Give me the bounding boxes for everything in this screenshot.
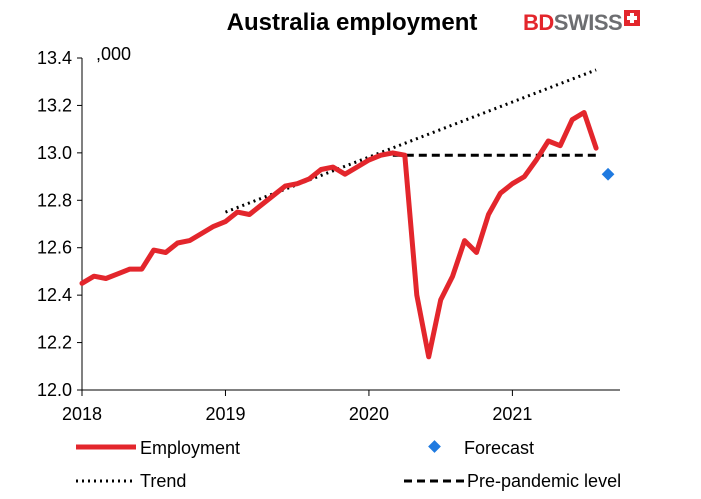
trend-line — [224, 68, 597, 214]
chart-title: Australia employment — [227, 9, 478, 36]
swiss-cross-icon — [624, 10, 641, 26]
x-tick-label: 2020 — [349, 404, 389, 424]
legend: Employment Forecast Trend Pre-pandemic l… — [76, 438, 621, 491]
y-tick-label: 12.2 — [37, 333, 72, 353]
bdswiss-logo: BD SWISS — [523, 8, 641, 38]
logo-text-swiss: SWISS — [553, 10, 623, 35]
y-tick-label: 12.6 — [37, 238, 72, 258]
unit-label: ,000 — [96, 44, 131, 64]
axes: 12.0 12.2 12.4 12.6 12.8 13.0 13.2 13.4 2018 2019… — [37, 48, 620, 424]
y-tick-label: 12.0 — [37, 380, 72, 400]
legend-trend-label: Trend — [140, 471, 186, 491]
legend-employment-label: Employment — [140, 438, 240, 458]
legend-prepandemic-label: Pre-pandemic level — [467, 471, 621, 491]
legend-forecast-label: Forecast — [464, 438, 534, 458]
y-tick-label: 12.8 — [37, 190, 72, 210]
legend-forecast-marker — [428, 440, 441, 453]
employment-line — [79, 110, 599, 360]
x-tick-label: 2019 — [205, 404, 245, 424]
y-tick-label: 13.2 — [37, 95, 72, 115]
y-tick-label: 13.0 — [37, 143, 72, 163]
y-tick-label: 12.4 — [37, 285, 72, 305]
forecast-point — [601, 167, 615, 181]
series-layer — [79, 68, 615, 360]
logo-text-bd: BD — [523, 10, 554, 35]
x-tick-label: 2021 — [492, 404, 532, 424]
y-tick-label: 13.4 — [37, 48, 72, 68]
x-tick-label: 2018 — [62, 404, 102, 424]
